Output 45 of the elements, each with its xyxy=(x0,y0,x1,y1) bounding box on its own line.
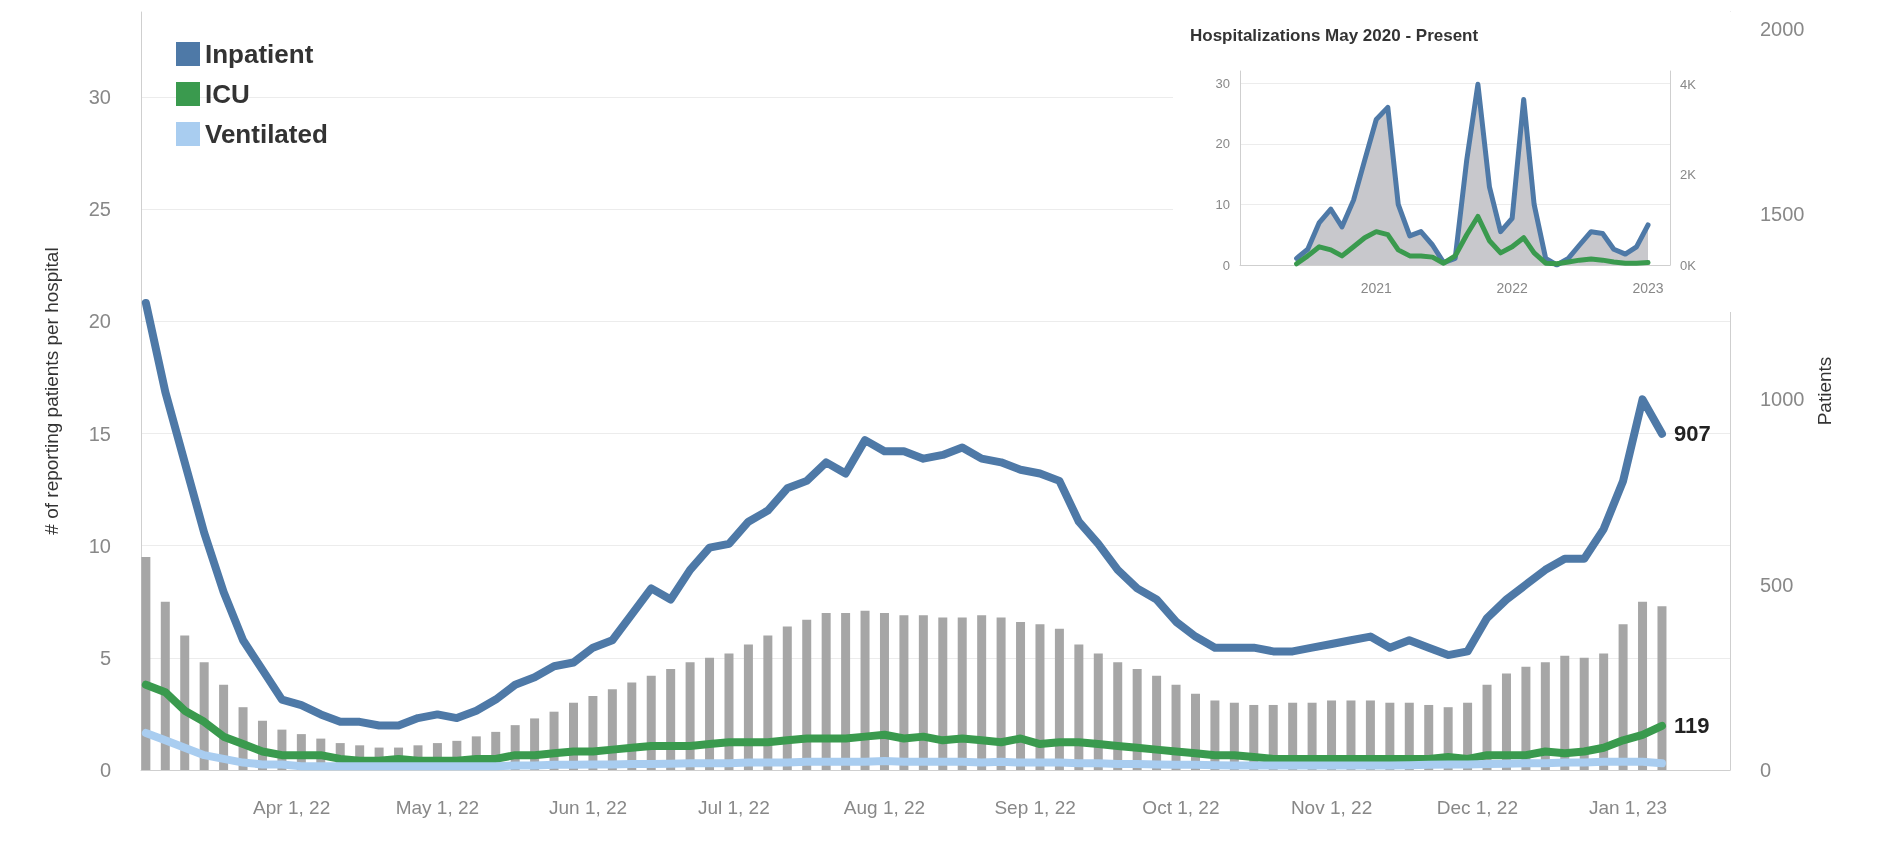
y2-tick-label: 500 xyxy=(1760,573,1794,596)
x-tick-label: Aug 1, 22 xyxy=(843,797,926,818)
x-tick-label: Dec 1, 22 xyxy=(1436,797,1518,818)
bar xyxy=(141,556,151,770)
legend-label: ICU xyxy=(205,79,250,109)
y-tick-label: 0 xyxy=(1222,257,1230,273)
y2-tick-label: 2K xyxy=(1680,167,1697,183)
x-tick-label: 2022 xyxy=(1496,280,1528,296)
data-label: 907 xyxy=(1673,421,1711,447)
x-tick-label: Oct 1, 22 xyxy=(1142,797,1220,818)
y-axis-title: # of reporting patients per hospital xyxy=(41,247,62,535)
y-tick-label: 30 xyxy=(88,86,111,109)
bar xyxy=(841,613,851,770)
x-tick-label: Jul 1, 22 xyxy=(697,797,770,818)
bar xyxy=(1657,606,1667,770)
y2-tick-label: 4K xyxy=(1680,77,1697,93)
y-tick-label: 15 xyxy=(88,422,111,445)
y-tick-label: 30 xyxy=(1215,75,1230,91)
x-tick-label: Apr 1, 22 xyxy=(253,797,331,818)
y2-tick-label: 2000 xyxy=(1760,17,1805,40)
y2-tick-label: 0K xyxy=(1680,257,1697,273)
data-label: 119 xyxy=(1673,713,1710,739)
y-tick-label: 25 xyxy=(88,198,111,221)
y-tick-label: 10 xyxy=(1215,196,1230,212)
bar xyxy=(879,613,889,770)
bar xyxy=(821,613,831,770)
y2-tick-label: 1000 xyxy=(1760,388,1805,411)
y-tick-label: 0 xyxy=(99,759,111,781)
x-tick-label: 2023 xyxy=(1632,280,1664,296)
x-tick-label: 2021 xyxy=(1360,280,1393,296)
y-tick-label: 20 xyxy=(88,310,111,333)
y-tick-label: 5 xyxy=(99,646,111,669)
y-tick-label: 10 xyxy=(88,534,111,557)
legend-label: Inpatient xyxy=(205,39,314,69)
x-tick-label: Jan 1, 23 xyxy=(1588,797,1668,818)
x-tick-label: Nov 1, 22 xyxy=(1290,797,1373,818)
x-tick-label: Jun 1, 22 xyxy=(548,797,628,818)
y2-axis-title: Patients xyxy=(1814,356,1836,426)
chart-title: Hospitalizations May 2020 - Present xyxy=(1190,26,1479,45)
x-tick-label: May 1, 22 xyxy=(395,797,480,818)
legend-label: Ventilated xyxy=(205,119,328,149)
y2-tick-label: 0 xyxy=(1760,759,1772,781)
y-tick-label: 20 xyxy=(1215,136,1230,152)
y2-tick-label: 1500 xyxy=(1760,203,1805,226)
x-tick-label: Sep 1, 22 xyxy=(994,797,1076,818)
